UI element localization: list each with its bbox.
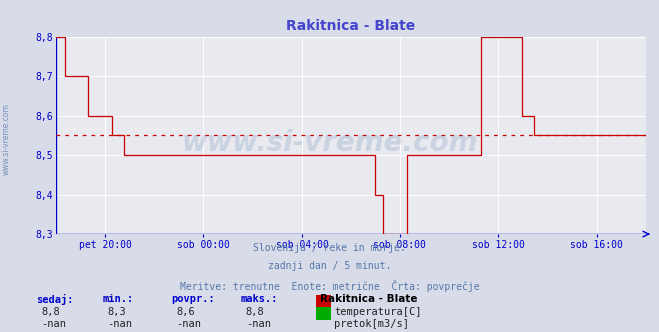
Text: 8,8: 8,8 [246, 307, 264, 317]
Text: povpr.:: povpr.: [171, 294, 215, 304]
Text: maks.:: maks.: [241, 294, 278, 304]
Text: -nan: -nan [177, 319, 202, 329]
Text: -nan: -nan [42, 319, 67, 329]
Title: Rakitnica - Blate: Rakitnica - Blate [286, 19, 416, 33]
Text: pretok[m3/s]: pretok[m3/s] [334, 319, 409, 329]
Text: -nan: -nan [107, 319, 132, 329]
Text: Rakitnica - Blate: Rakitnica - Blate [320, 294, 417, 304]
Text: Slovenija / reke in morje.: Slovenija / reke in morje. [253, 243, 406, 253]
Text: zadnji dan / 5 minut.: zadnji dan / 5 minut. [268, 261, 391, 271]
Text: www.si-vreme.com: www.si-vreme.com [181, 129, 478, 157]
Text: sedaj:: sedaj: [36, 294, 74, 305]
Text: -nan: -nan [246, 319, 271, 329]
Text: temperatura[C]: temperatura[C] [334, 307, 422, 317]
Text: Meritve: trenutne  Enote: metrične  Črta: povprečje: Meritve: trenutne Enote: metrične Črta: … [180, 280, 479, 291]
Text: min.:: min.: [102, 294, 133, 304]
Text: 8,3: 8,3 [107, 307, 126, 317]
Text: www.si-vreme.com: www.si-vreme.com [2, 104, 11, 175]
Text: 8,8: 8,8 [42, 307, 60, 317]
Text: 8,6: 8,6 [177, 307, 195, 317]
